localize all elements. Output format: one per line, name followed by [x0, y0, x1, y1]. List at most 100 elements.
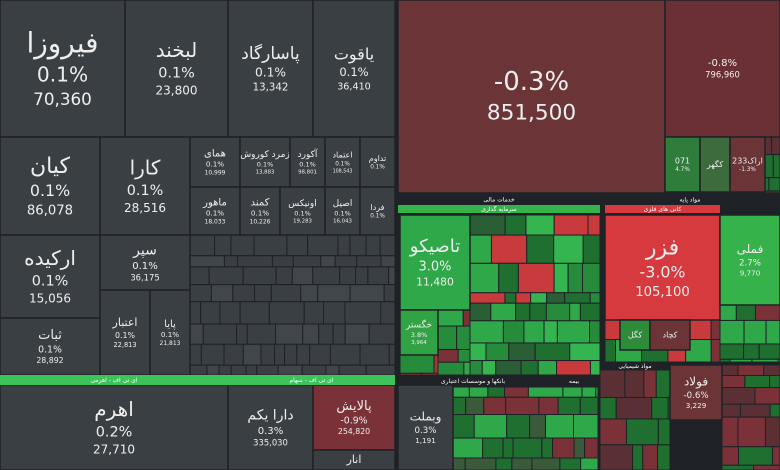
- tile: کیان 0.1% 86,078: [0, 136, 101, 236]
- small-tile: [545, 302, 571, 322]
- small-tile: [349, 234, 367, 257]
- small-tile: [487, 386, 506, 398]
- small-tile: [573, 437, 586, 459]
- tile: تاصیکو 3.0%11,480: [399, 214, 471, 311]
- small-tile: [473, 414, 508, 439]
- small-tile: [286, 234, 309, 257]
- tile-label: وبملت: [410, 410, 442, 425]
- tile-change: -0.8%: [708, 58, 738, 69]
- small-tile: [719, 192, 733, 196]
- tile-label: آکورد: [298, 148, 318, 160]
- tile-value: 28,516: [124, 201, 166, 215]
- small-tile: [582, 262, 601, 294]
- tile-label: کچاد: [663, 331, 678, 340]
- tile-value: 1,191: [415, 436, 436, 445]
- small-tile: [379, 234, 396, 257]
- tile-change: 0.1%: [251, 209, 269, 218]
- small-tile: [270, 284, 302, 303]
- small-tile: [329, 343, 361, 366]
- small-tile: [296, 343, 311, 366]
- small-tile: [307, 234, 339, 257]
- tile-label: تاصیکو: [409, 236, 460, 257]
- small-tile: [452, 386, 470, 398]
- tile-label: سپر: [132, 242, 157, 258]
- small-tile: [230, 364, 247, 376]
- small-tile: [317, 284, 351, 303]
- tile-change: 0.1%: [30, 181, 70, 200]
- small-tile: [572, 414, 599, 439]
- small-tile: [309, 343, 331, 366]
- tile-change: 0.1%: [161, 330, 179, 339]
- group-header: [228, 375, 395, 385]
- small-tile: [553, 234, 584, 264]
- tile-change: 0.1%: [299, 160, 315, 168]
- small-tile: [490, 234, 528, 264]
- small-tile: [437, 348, 459, 363]
- small-tile: [469, 302, 492, 322]
- tile-box: [669, 364, 723, 421]
- tile-label: ارکیده: [24, 246, 76, 270]
- small-tile: [655, 369, 671, 399]
- group-title: ای تی اف - سهام: [289, 377, 333, 384]
- tile-change: 0.1%: [257, 160, 273, 168]
- tile: فملی 2.7%9,770: [719, 214, 780, 306]
- small-tile: [739, 403, 771, 418]
- small-tile: [642, 444, 659, 470]
- tile-label: همای: [204, 148, 226, 159]
- small-tile: [754, 304, 780, 321]
- tile-box: [604, 214, 721, 321]
- tile: سپر 0.1%36,175: [99, 234, 191, 291]
- tile: کچاد: [649, 319, 691, 351]
- tile-value: 28,892: [36, 356, 63, 365]
- small-tile: [595, 386, 599, 398]
- small-tile: [684, 192, 721, 196]
- small-tile: [541, 437, 554, 459]
- tile-value: 16,043: [333, 219, 352, 225]
- tile-value: 9,770: [740, 268, 761, 277]
- small-tile: [581, 386, 597, 398]
- small-tile: [721, 375, 746, 389]
- tile-value: 22,813: [113, 341, 136, 349]
- small-tile: [468, 386, 489, 398]
- group-header: [0, 375, 228, 385]
- tile-value: 98,801: [298, 170, 317, 176]
- small-tile: [735, 304, 756, 321]
- small-tile: [769, 403, 780, 418]
- small-tile: [504, 386, 529, 398]
- small-tile: [303, 301, 325, 325]
- small-tile: [599, 418, 627, 446]
- tile-label: لبخند: [156, 38, 198, 62]
- tile-box: [0, 136, 101, 236]
- group-title: مواد پایه: [680, 197, 701, 204]
- small-tile: [388, 343, 396, 366]
- tile-label: پایا: [164, 319, 176, 330]
- tile-value: 10,999: [205, 170, 226, 177]
- small-tile: [553, 262, 569, 294]
- small-tile: [743, 319, 767, 345]
- tile-value: 13,883: [256, 170, 275, 176]
- small-tile: [456, 325, 471, 350]
- small-tile: [452, 414, 475, 439]
- small-tile: [189, 284, 212, 303]
- tile-change: 0.1%: [335, 162, 350, 168]
- tile-label: کمند: [251, 197, 270, 208]
- group-title: بانکها و موسسات اعتباری: [441, 378, 505, 385]
- small-tile: [772, 154, 780, 179]
- small-tile: [530, 292, 548, 304]
- tile-change: -3.0%: [640, 263, 686, 282]
- tile-value: 36,410: [337, 81, 371, 92]
- small-tile: [508, 342, 536, 362]
- tile-change: 0.1%: [334, 209, 350, 217]
- small-tile: [208, 266, 244, 286]
- small-tile: [189, 364, 208, 376]
- small-tile: [553, 214, 589, 236]
- group-header: [548, 377, 600, 385]
- small-tile: [464, 457, 497, 470]
- small-tile: [632, 444, 644, 470]
- small-tile: [589, 292, 601, 304]
- small-tile: [189, 266, 210, 286]
